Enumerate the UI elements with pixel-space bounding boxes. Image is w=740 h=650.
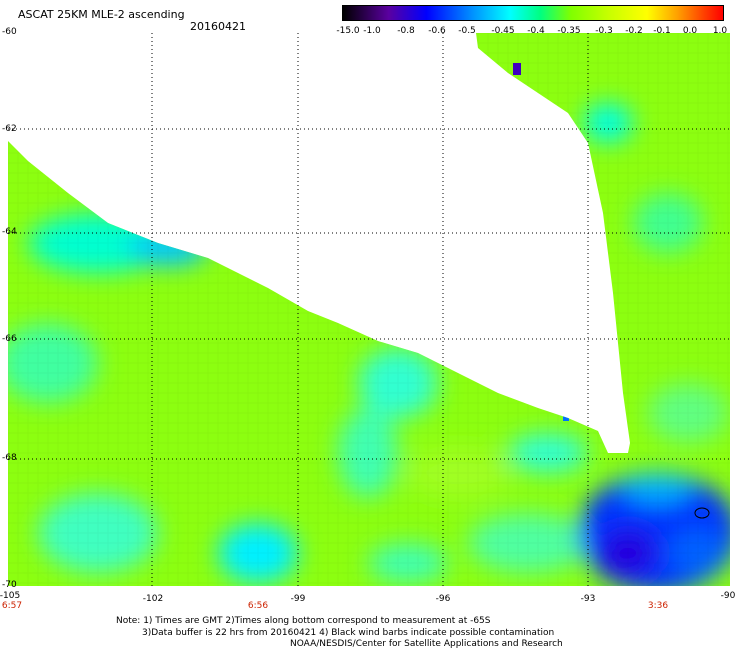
longitude-label: -93 (580, 594, 596, 604)
longitude-label: -96 (435, 594, 451, 604)
latitude-label: -70 (2, 580, 17, 590)
latitude-label: -60 (2, 27, 17, 37)
colorbar-label: -15.0 (336, 26, 360, 36)
colorbar-label: -1.0 (363, 26, 381, 36)
colorbar-gradient (343, 6, 723, 20)
latitude-label: -66 (2, 334, 17, 344)
latitude-label: -64 (2, 227, 17, 237)
footnote-line-1: Note: 1) Times are GMT 2)Times along bot… (116, 616, 491, 626)
wind-map-svg (8, 33, 730, 586)
time-label: 6:57 (1, 601, 23, 611)
longitude-label: -102 (142, 594, 164, 604)
latitude-label: -68 (2, 453, 17, 463)
colorbar-label: 0.0 (682, 26, 698, 36)
wind-barb-marker (694, 507, 710, 519)
colorbar-label: -0.45 (491, 26, 515, 36)
map-date: 20160421 (190, 20, 246, 33)
colorbar-label: -0.6 (428, 26, 446, 36)
map-title: ASCAT 25KM MLE-2 ascending (18, 8, 185, 21)
wind-map (8, 33, 730, 586)
gridlines (8, 33, 730, 586)
colorbar-label: -0.8 (397, 26, 415, 36)
colorbar-label: -0.35 (557, 26, 581, 36)
longitude-label: -105 (0, 591, 21, 601)
longitude-label: -90 (720, 591, 736, 601)
colorbar-label: 1.0 (712, 26, 728, 36)
time-label: 6:56 (247, 601, 269, 611)
colorbar (342, 5, 724, 21)
swath-field (8, 33, 730, 586)
time-label: 3:36 (647, 601, 669, 611)
colorbar-label: -0.3 (595, 26, 613, 36)
colorbar-label: -0.1 (653, 26, 671, 36)
footnote-line-2: 3)Data buffer is 22 hrs from 20160421 4)… (142, 628, 555, 638)
colorbar-label: -0.2 (625, 26, 643, 36)
longitude-label: -99 (290, 594, 306, 604)
latitude-label: -62 (2, 124, 17, 134)
footnote-credit: NOAA/NESDIS/Center for Satellite Applica… (290, 639, 563, 649)
colorbar-label: -0.5 (458, 26, 476, 36)
colorbar-label: -0.4 (527, 26, 545, 36)
